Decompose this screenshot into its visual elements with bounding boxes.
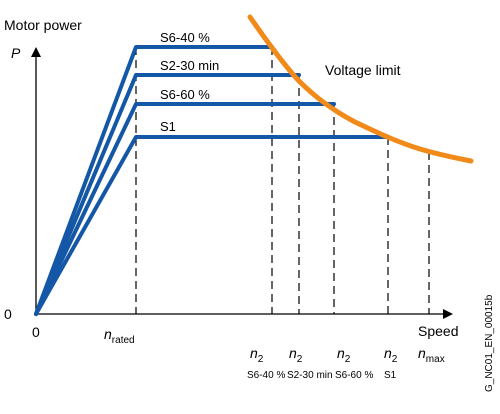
curve-s6-40 — [34, 45, 274, 316]
curve-label-s2-30: S2-30 min — [160, 58, 219, 73]
n2-caption-s6-40: S6-40 % — [247, 370, 285, 381]
y-axis-zero: 0 — [4, 306, 12, 322]
voltage-limit-label: Voltage limit — [325, 62, 401, 78]
curve-s1 — [34, 135, 390, 316]
n2-label-s1: n2 — [384, 345, 398, 365]
n2-caption-s2-30: S2-30 min — [287, 370, 333, 381]
n2-label-s6-40: n2 — [250, 345, 264, 365]
n2-label-s6-60: n2 — [337, 345, 351, 365]
curve-label-s1: S1 — [160, 119, 176, 134]
y-axis-symbol: P — [11, 45, 21, 61]
voltage-limit-curve — [247, 14, 474, 164]
n2-label-s2-30: n2 — [289, 345, 303, 365]
y-axis-title: Motor power — [4, 17, 82, 33]
figure-id: G_NC01_EN_00015b — [484, 294, 495, 392]
n2-caption-s6-60: S6-60 % — [335, 370, 373, 381]
x-axis-zero: 0 — [32, 324, 40, 340]
n-rated-label: nrated — [104, 326, 135, 346]
x-axis-title: Speed — [418, 323, 458, 339]
curve-s6-60 — [34, 102, 336, 316]
curve-label-s6-40: S6-40 % — [160, 30, 210, 45]
curve-label-s6-60: S6-60 % — [160, 87, 210, 102]
n2-caption-s1: S1 — [384, 370, 397, 381]
n-max-label: nmax — [418, 345, 445, 365]
curve-s2-30 — [34, 73, 301, 316]
